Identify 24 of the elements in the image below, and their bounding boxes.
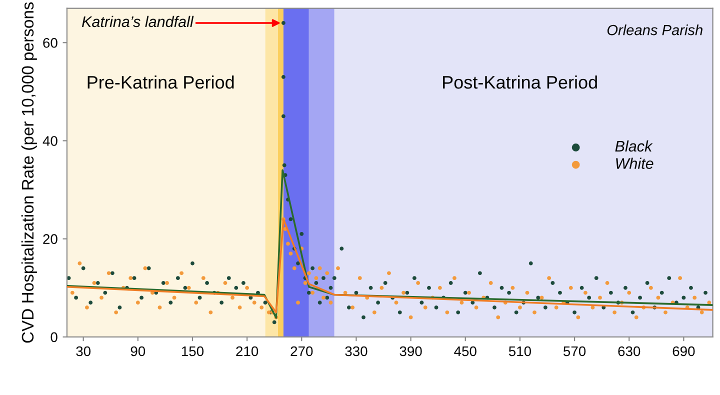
- x-tick-label: 570: [564, 346, 586, 356]
- y-tick-label: 0: [50, 332, 58, 342]
- y-axis-title: CVD Hospitalization Rate (per 10,000 persons: [21, 2, 37, 343]
- x-tick-label: 330: [345, 346, 368, 356]
- line-series: [66, 169, 713, 319]
- annotation: Pre-Katrina Period: [88, 75, 234, 89]
- annotation: Katrina’s landfall: [82, 16, 194, 28]
- x-tick-label: 270: [290, 346, 313, 356]
- legend-label: Black: [615, 140, 653, 152]
- legend-label: White: [616, 158, 654, 169]
- x-tick-label: 210: [236, 346, 258, 356]
- annotation: Orleans Parish: [607, 24, 702, 36]
- x-tick-label: 630: [618, 346, 640, 356]
- x-tick-label: 390: [400, 346, 422, 356]
- annotation: Post-Katrina Period: [443, 75, 597, 89]
- x-tick-label: 150: [182, 346, 204, 356]
- x-tick-label: 510: [508, 346, 531, 356]
- x-tick-label: 450: [454, 346, 476, 356]
- y-tick-label: 20: [43, 234, 58, 244]
- x-tick-label: 90: [130, 346, 146, 356]
- x-tick-label: 30: [76, 346, 91, 356]
- y-tick-label: 40: [42, 136, 58, 146]
- x-tick-label: 690: [672, 346, 695, 356]
- y-tick-label: 60: [43, 38, 58, 48]
